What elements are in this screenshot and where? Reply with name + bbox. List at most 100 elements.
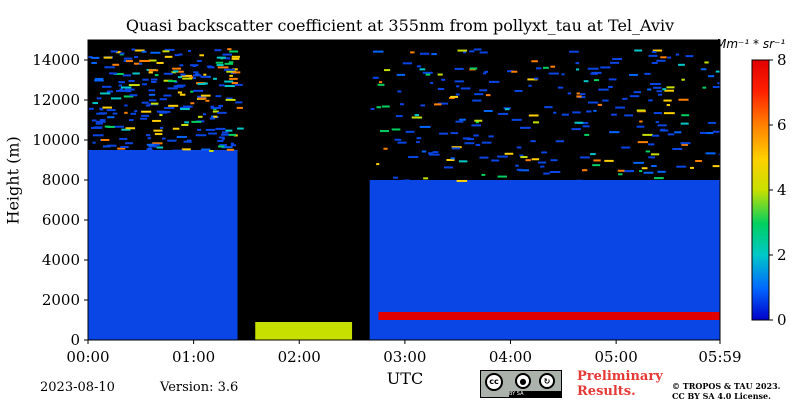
- speckle-point: [576, 179, 583, 182]
- speckle-point: [540, 165, 545, 168]
- speckle-point: [403, 179, 411, 182]
- speckle-point: [569, 50, 579, 53]
- speckle-point: [107, 116, 115, 119]
- speckle-point: [167, 87, 178, 90]
- speckle-point: [695, 159, 702, 162]
- speckle-point: [586, 110, 592, 113]
- speckle-point: [218, 104, 223, 107]
- speckle-point: [223, 68, 235, 71]
- speckle-point: [457, 49, 468, 52]
- speckle-point: [678, 98, 689, 101]
- speckle-point: [491, 159, 500, 162]
- speckle-point: [690, 166, 694, 169]
- speckle-point: [151, 80, 157, 83]
- speckle-point: [159, 98, 167, 101]
- speckle-point: [128, 79, 135, 82]
- speckle-point: [234, 83, 243, 86]
- speckle-point: [217, 139, 224, 142]
- x-tick-label: 03:00: [383, 348, 426, 366]
- speckle-point: [141, 114, 150, 117]
- speckle-point: [584, 133, 590, 136]
- speckle-point: [434, 103, 442, 106]
- speckle-point: [150, 78, 158, 81]
- speckle-point: [192, 74, 202, 77]
- speckle-point: [474, 93, 484, 96]
- speckle-point: [224, 62, 233, 65]
- speckle-point: [209, 117, 216, 120]
- cc-license-badge[interactable]: cc ● ↻ BY SA: [480, 370, 562, 398]
- y-tick-label: 14000: [32, 51, 80, 69]
- sa-icon: ↻: [539, 373, 555, 389]
- y-tick-label: 2000: [42, 291, 80, 309]
- speckle-point: [497, 175, 507, 178]
- speckle-point: [583, 80, 589, 83]
- speckle-point: [148, 59, 157, 62]
- speckle-point: [225, 129, 233, 132]
- speckle-point: [644, 72, 651, 75]
- speckle-point: [441, 78, 446, 81]
- speckle-point: [124, 111, 128, 114]
- speckle-point: [148, 99, 157, 102]
- speckle-point: [618, 173, 623, 176]
- speckle-point: [650, 153, 660, 156]
- speckle-point: [660, 56, 667, 59]
- speckle-point: [469, 50, 475, 53]
- speckle-point: [186, 139, 192, 142]
- y-axis-label: Height (m): [3, 136, 23, 225]
- speckle-point: [519, 126, 531, 129]
- speckle-point: [218, 84, 225, 87]
- speckle-point: [102, 145, 111, 148]
- speckle-point: [165, 110, 171, 113]
- speckle-point: [235, 101, 243, 104]
- speckle-point: [150, 51, 161, 54]
- speckle-point: [624, 114, 633, 117]
- speckle-point: [193, 71, 199, 74]
- speckle-point: [582, 169, 588, 172]
- speckle-point: [528, 114, 539, 117]
- speckle-point: [215, 95, 222, 98]
- speckle-point: [615, 106, 625, 109]
- speckle-point: [230, 144, 236, 147]
- speckle-point: [99, 107, 103, 110]
- speckle-point: [475, 143, 481, 146]
- speckle-point: [705, 152, 716, 155]
- speckle-point: [218, 136, 225, 139]
- speckle-point: [405, 130, 415, 133]
- heatmap-region: [378, 312, 720, 320]
- speckle-point: [660, 128, 666, 131]
- speckle-point: [181, 148, 191, 151]
- y-tick-label: 8000: [42, 171, 80, 189]
- speckle-point: [600, 66, 611, 69]
- speckle-point: [183, 105, 193, 108]
- y-tick-label: 4000: [42, 251, 80, 269]
- speckle-point: [163, 79, 173, 82]
- speckle-point: [416, 141, 420, 144]
- speckle-point: [197, 82, 206, 85]
- speckle-point: [98, 112, 108, 115]
- speckle-point: [408, 155, 419, 158]
- speckle-point: [93, 126, 103, 129]
- speckle-point: [213, 108, 217, 111]
- date-label: 2023-08-10: [40, 380, 115, 395]
- speckle-point: [610, 61, 620, 64]
- speckle-point: [608, 78, 617, 81]
- speckle-point: [115, 51, 121, 54]
- speckle-point: [451, 147, 461, 150]
- speckle-point: [113, 72, 124, 75]
- cc-icon: cc: [485, 373, 503, 391]
- speckle-point: [139, 59, 150, 62]
- speckle-point: [520, 156, 528, 159]
- speckle-point: [167, 139, 177, 142]
- speckle-point: [224, 80, 234, 83]
- speckle-point: [443, 166, 454, 169]
- speckle-point: [633, 161, 644, 164]
- speckle-point: [106, 109, 116, 112]
- speckle-point: [207, 66, 215, 69]
- speckle-point: [402, 62, 413, 65]
- speckle-point: [455, 93, 460, 96]
- speckle-point: [471, 124, 481, 127]
- speckle-point: [383, 147, 388, 150]
- speckle-point: [202, 113, 207, 116]
- speckle-point: [209, 149, 214, 152]
- speckle-point: [225, 98, 236, 101]
